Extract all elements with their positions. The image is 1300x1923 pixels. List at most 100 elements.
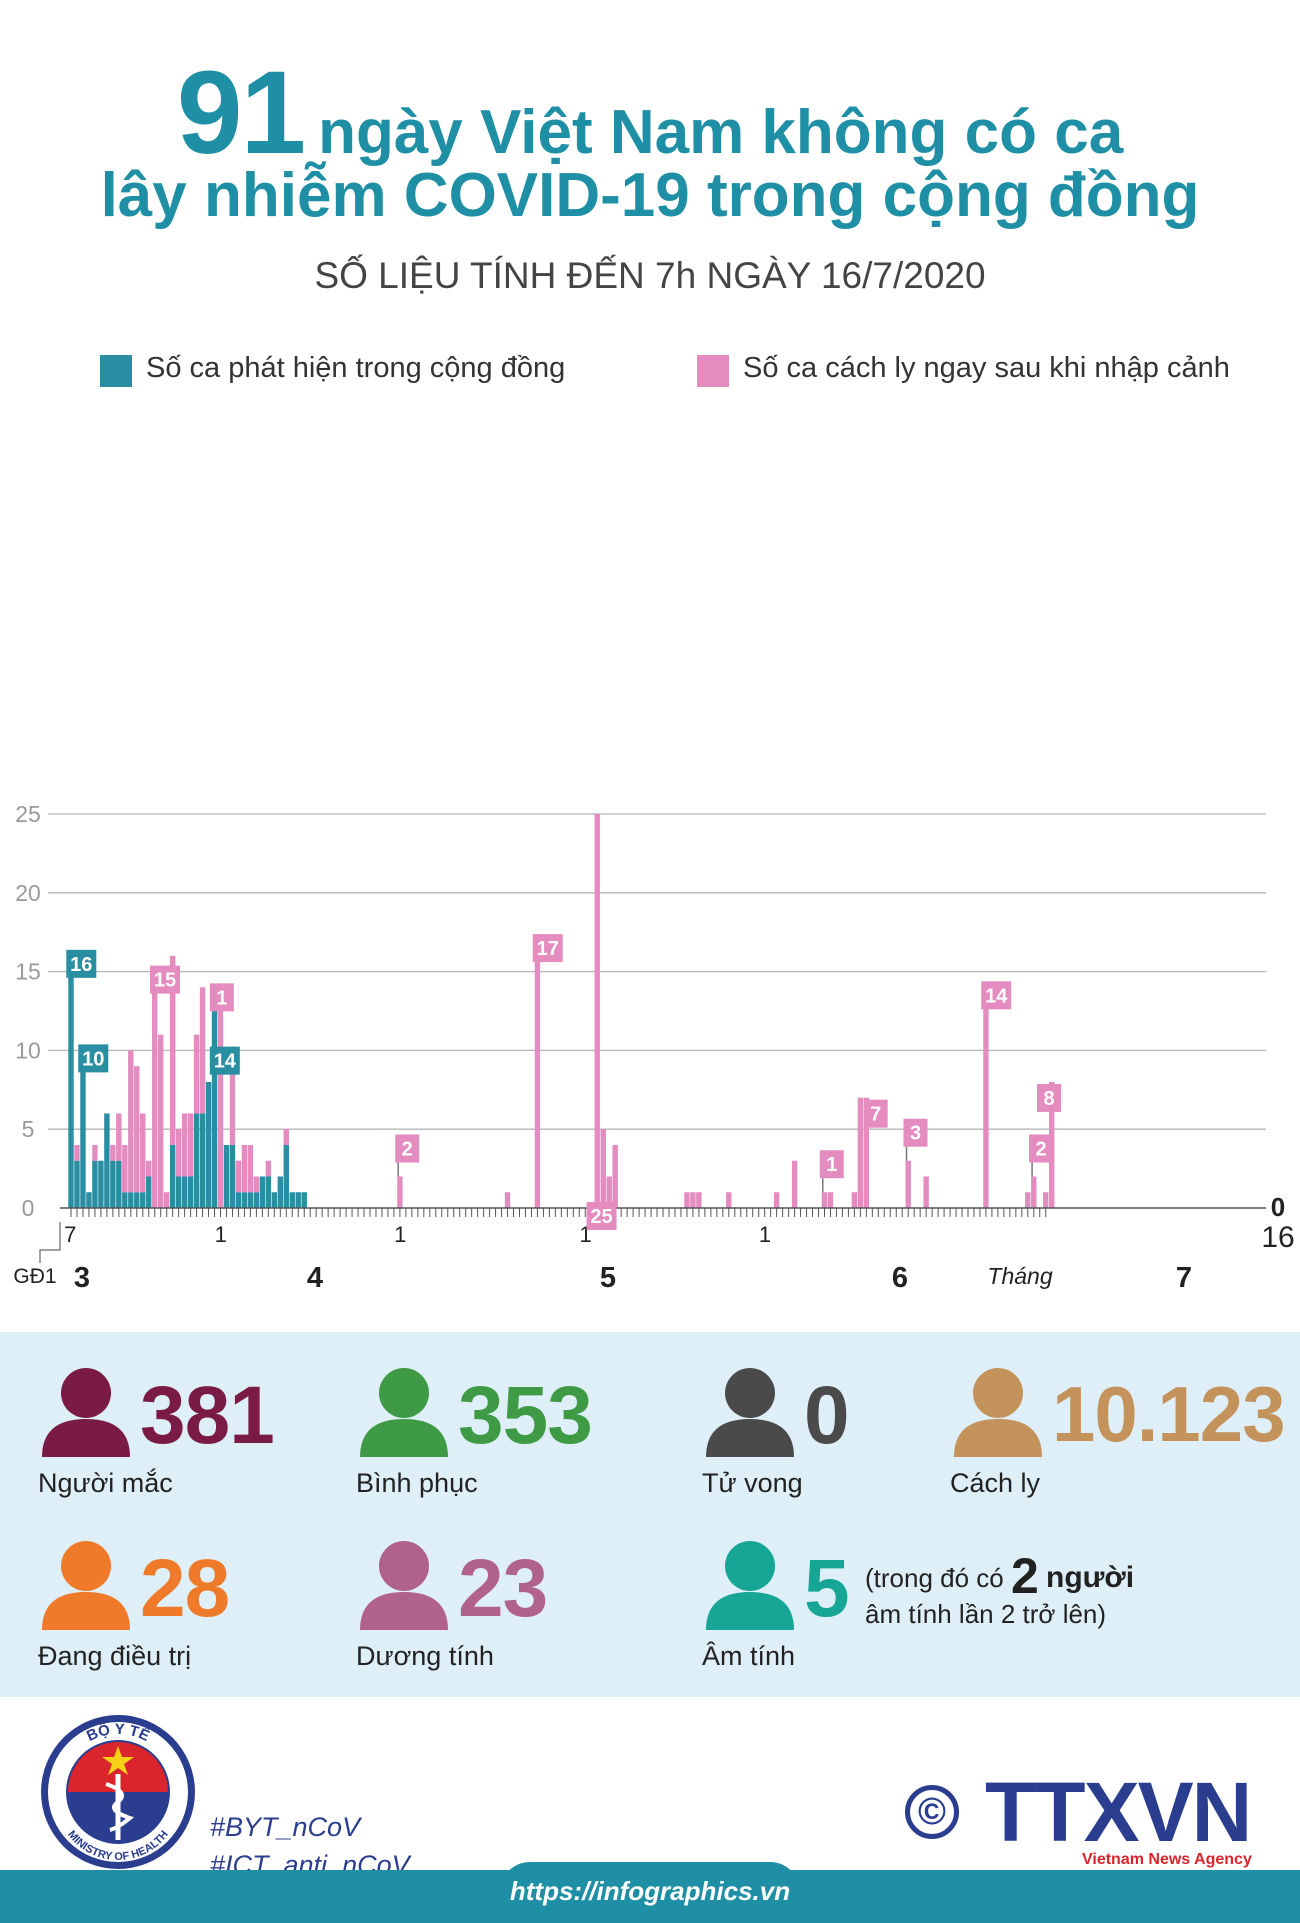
y-tick-label: 15 [15, 959, 41, 985]
negative-note-pre: (trong đó có [865, 1563, 1004, 1593]
y-tick-label: 0 [22, 1195, 35, 1221]
negative-count: 5 [804, 1543, 850, 1634]
bar-quarantine [827, 1192, 834, 1208]
bar-quarantine [397, 1176, 403, 1208]
annotation-label: 25 [590, 1206, 612, 1228]
negative-note: (trong đó có 2 người âm tính lần 2 trở l… [865, 1551, 1134, 1632]
title-number: 91 [176, 47, 306, 179]
bar-community [277, 1176, 283, 1208]
bar-quarantine [1043, 1192, 1049, 1208]
annotation-label: 8 [1043, 1088, 1054, 1110]
y-tick-label: 5 [22, 1116, 35, 1142]
annotation-box [150, 965, 181, 994]
annotation-label: 17 [537, 938, 559, 960]
bar-quarantine [857, 1097, 864, 1208]
bar-quarantine [606, 1176, 612, 1208]
bar-quarantine [169, 955, 176, 1145]
bar-community [98, 1160, 104, 1208]
ttxvn-subtitle: Vietnam News Agency [1082, 1851, 1252, 1868]
deaths-label: Tử vong [702, 1468, 803, 1498]
title-text: ngày Việt Nam không có ca [318, 98, 1124, 167]
bar-community [116, 1160, 122, 1208]
quarantine-count: 10.123 [1052, 1370, 1286, 1458]
bar-community [295, 1192, 301, 1208]
bar-community [229, 1144, 236, 1208]
annotation-box [586, 1202, 617, 1230]
page-title: 91 ngày Việt Nam không có ca [0, 45, 1300, 181]
bar-quarantine [923, 1176, 929, 1208]
bar-quarantine [140, 1113, 146, 1193]
bar-community [193, 1113, 200, 1208]
quarantine-label: Cách ly [950, 1468, 1041, 1498]
annotation-label: 1 [216, 987, 227, 1009]
copyright-icon: © [905, 1785, 959, 1839]
recovered-count: 353 [458, 1370, 593, 1461]
bar-quarantine [265, 1160, 272, 1177]
bar-quarantine [181, 1113, 188, 1177]
bar-quarantine [175, 1129, 182, 1177]
bar-quarantine [235, 1160, 242, 1193]
positive-count: 23 [458, 1543, 548, 1634]
bar-quarantine [684, 1192, 690, 1208]
footer-url[interactable]: https://infographics.vn [509, 1876, 791, 1906]
bar-community [223, 1144, 230, 1208]
footer-url-tab [500, 1862, 800, 1923]
annotation-label: 10 [82, 1048, 104, 1070]
annotation-label: 15 [154, 970, 176, 992]
bar-quarantine [229, 1066, 236, 1145]
bar-quarantine [696, 1192, 702, 1208]
bar-quarantine [193, 1034, 200, 1114]
phase-label: GĐ1 [13, 1265, 56, 1288]
bar-community [247, 1192, 254, 1208]
legend-label-quarantine: Số ca cách ly ngay sau khi nhập cảnh [743, 352, 1230, 384]
negative-note-line2: âm tính lần 2 trở lên) [865, 1599, 1107, 1629]
bar-community [74, 1160, 80, 1208]
month-label: 4 [307, 1262, 323, 1294]
bar-quarantine [158, 1034, 164, 1208]
bar-community [169, 1144, 176, 1208]
bar-community [140, 1192, 146, 1208]
bar-community [283, 1144, 289, 1208]
bar-quarantine [128, 1050, 134, 1193]
annotation-box [863, 1099, 888, 1128]
bar-quarantine [134, 1066, 140, 1193]
bar-quarantine [690, 1192, 696, 1208]
bar-quarantine [116, 1113, 122, 1161]
bar-community [86, 1192, 92, 1208]
legend-swatch-quarantine [697, 355, 729, 387]
treating-person-icon [42, 1541, 130, 1630]
bar-community [68, 955, 74, 1208]
treating-label: Đang điều trị [38, 1641, 192, 1671]
bar-quarantine [241, 1144, 248, 1193]
deaths-count: 0 [804, 1370, 850, 1461]
infected-person-icon [42, 1368, 130, 1457]
annotation-label: 2 [402, 1138, 413, 1160]
bar-community [199, 1113, 206, 1208]
bar-community [235, 1192, 242, 1208]
bar-community [205, 1081, 212, 1208]
recovered-person-icon [360, 1368, 448, 1457]
negative-note-number: 2 [1010, 1548, 1039, 1604]
bar-community [134, 1192, 140, 1208]
bar-quarantine [504, 1192, 511, 1208]
month-label: 5 [600, 1262, 616, 1294]
negative-label: Âm tính [702, 1641, 796, 1671]
y-tick-label: 10 [15, 1037, 41, 1063]
bar-community [92, 1160, 98, 1208]
bar-community [146, 1176, 152, 1208]
bar-quarantine [283, 1129, 289, 1145]
x-tick-label-end: 16 [1261, 1221, 1294, 1254]
x-tick-label: 1 [759, 1222, 771, 1247]
page-title-line2: lây nhiễm COVID-19 trong cộng đồng [100, 161, 1200, 230]
annotation-label: 7 [870, 1104, 881, 1126]
legend-swatch-community [100, 355, 132, 387]
annotation-box [66, 949, 97, 978]
end-value-label: 0 [1271, 1192, 1285, 1222]
annotation-box [209, 983, 234, 1012]
bar-community [241, 1192, 248, 1208]
bar-community [265, 1176, 272, 1208]
bar-quarantine [1031, 1176, 1037, 1208]
bar-quarantine [187, 1113, 194, 1177]
bar-quarantine [110, 1144, 116, 1161]
negative-person-icon [706, 1541, 794, 1630]
